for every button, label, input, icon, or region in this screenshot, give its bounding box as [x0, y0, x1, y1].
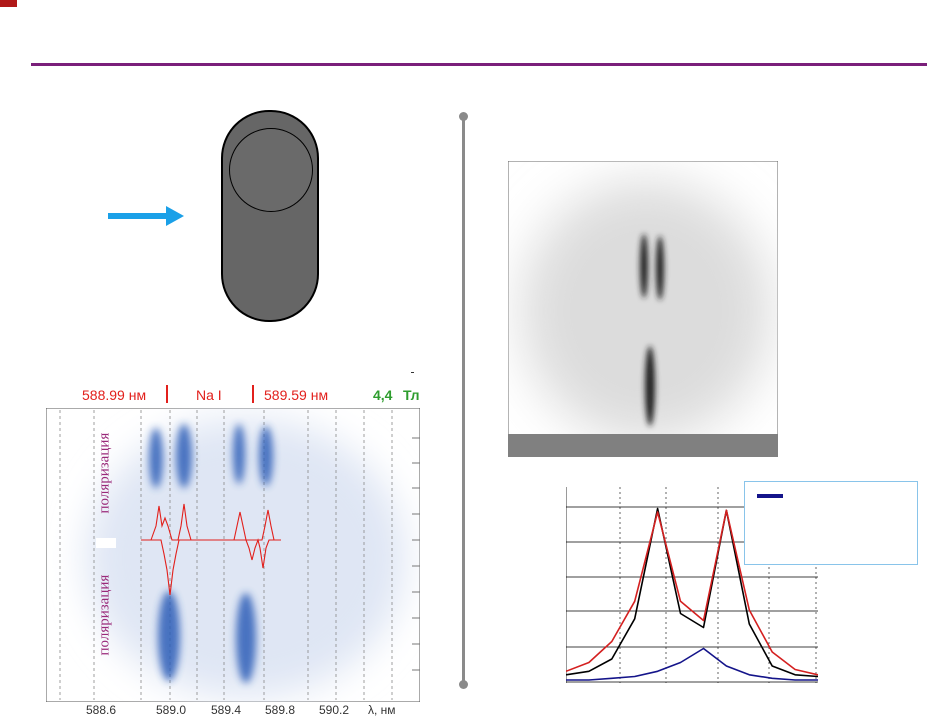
series-line-0 — [566, 507, 818, 678]
arrow-right-icon — [108, 206, 184, 226]
polarization-label-top: поляризация — [96, 432, 113, 514]
series-line-2 — [566, 647, 818, 681]
polarization-label-bottom: поляризация — [96, 574, 113, 656]
corner-mark — [0, 0, 17, 7]
x-tick-label: 589.4 — [211, 703, 242, 717]
x-tick-label: 588.6 — [86, 703, 117, 717]
marker-dot — [411, 372, 414, 373]
divider-dot-bottom — [459, 680, 468, 689]
field-value: 4,4 — [373, 387, 393, 403]
field-unit: Тл — [403, 387, 420, 403]
x-tick-label: 589.8 — [265, 703, 296, 717]
x-tick-label: 589.0 — [156, 703, 187, 717]
line-plot — [566, 487, 818, 683]
x-tick-label: 590.2 — [319, 703, 350, 717]
line-right-tick — [252, 385, 254, 403]
header-rule — [31, 63, 927, 66]
cell-window — [229, 128, 313, 212]
element-label: Na I — [196, 387, 222, 403]
line-right-label: 589.59 нм — [264, 387, 329, 403]
camera-image — [508, 161, 778, 457]
legend-swatch — [757, 494, 783, 498]
series-line-1 — [566, 509, 818, 676]
line-left-tick — [166, 385, 168, 403]
panel-divider — [462, 116, 465, 685]
spectrum-image — [46, 408, 420, 702]
line-left-label: 588.99 нм — [82, 387, 147, 403]
divider-dot-top — [459, 112, 468, 121]
x-axis-unit: λ, нм — [368, 703, 396, 717]
plot-legend — [744, 481, 918, 565]
